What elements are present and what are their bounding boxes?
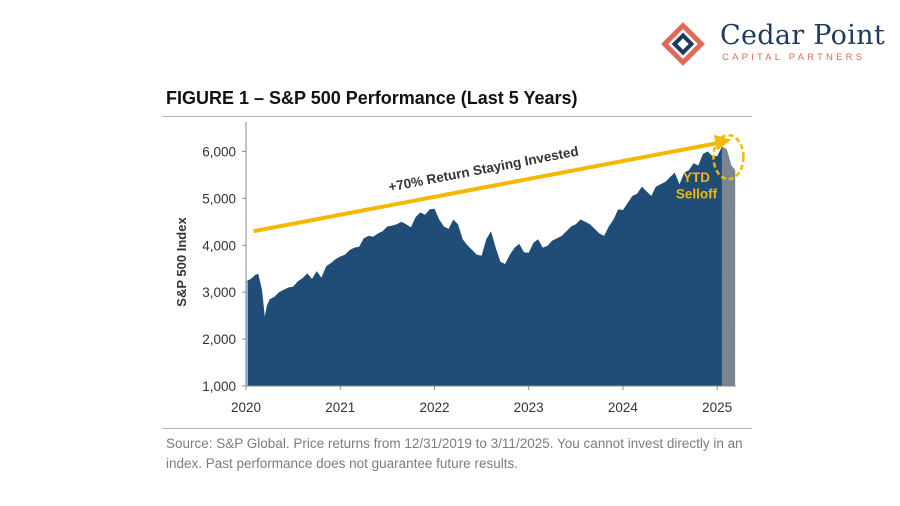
figure-title: FIGURE 1 – S&P 500 Performance (Last 5 Y… [166, 88, 578, 108]
logo-mark-inner [671, 32, 695, 56]
x-tick-label: 2021 [325, 400, 355, 415]
source-divider [162, 428, 752, 429]
x-tick-label: 2022 [419, 400, 449, 415]
x-tick-label: 2025 [702, 400, 732, 415]
ytd-label-line-2: Selloff [676, 186, 718, 201]
brand-name: Cedar Point [720, 20, 886, 51]
y-tick-label: 5,000 [202, 191, 236, 206]
y-tick-label: 3,000 [202, 285, 236, 300]
x-tick-label: 2024 [608, 400, 639, 415]
y-tick-label: 2,000 [202, 332, 236, 347]
logo-mark-outer [661, 22, 705, 66]
return-arrow-head-icon [714, 134, 732, 151]
logo-mark-icon [661, 22, 705, 66]
area-left-edge [246, 281, 248, 386]
ytd-highlight-area [721, 146, 736, 386]
y-tick-label: 1,000 [202, 379, 236, 394]
x-tick-label: 2020 [231, 400, 261, 415]
brand-logo: Cedar Point CAPITAL PARTNERS [660, 20, 885, 66]
y-tick-label: 6,000 [202, 144, 236, 159]
x-tick-label: 2023 [514, 400, 544, 415]
return-arrow-line [253, 140, 720, 234]
index-area [246, 146, 736, 386]
title-divider [162, 116, 752, 117]
y-tick-label: 4,000 [202, 238, 236, 253]
brand-tagline: CAPITAL PARTNERS [722, 52, 866, 63]
y-axis-label: S&P 500 Index [174, 217, 189, 307]
ytd-selloff-ellipse [712, 133, 745, 181]
source-note: Source: S&P Global. Price returns from 1… [166, 436, 743, 471]
ytd-label-line-1: YTD [683, 170, 710, 185]
